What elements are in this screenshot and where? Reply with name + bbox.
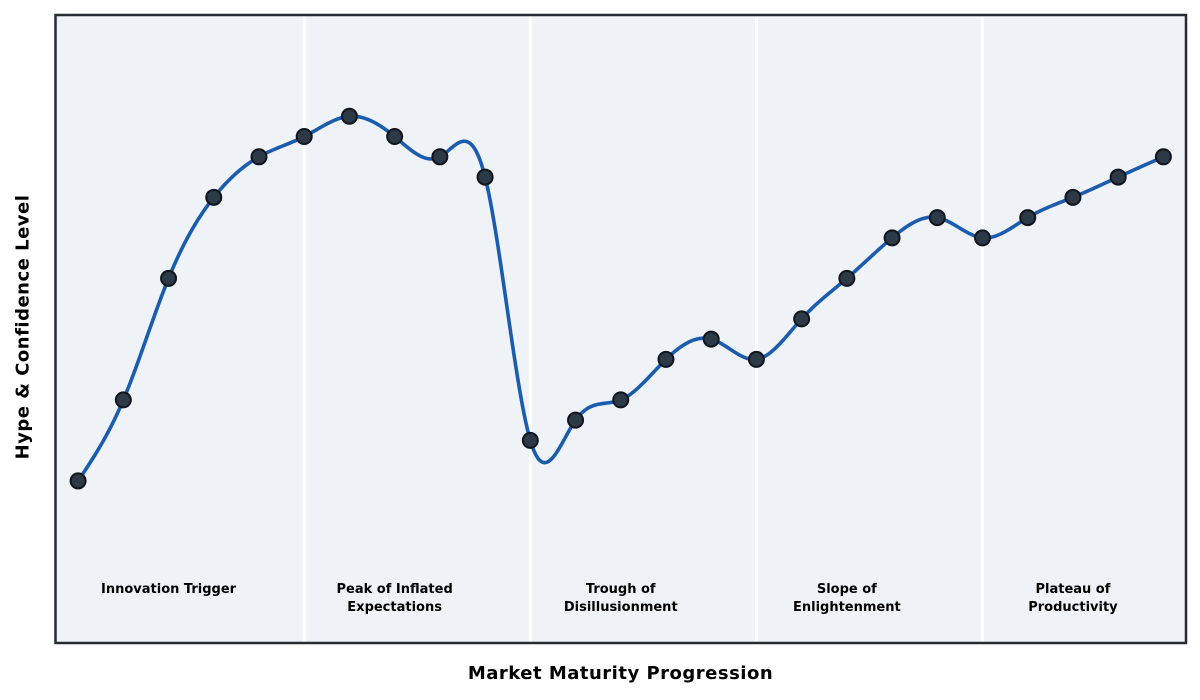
data-point-marker <box>974 229 992 247</box>
phase-label-innovation-trigger: Innovation Trigger <box>101 582 237 597</box>
data-point-marker <box>114 391 132 409</box>
data-point-marker <box>928 209 946 227</box>
data-point-marker <box>69 472 87 490</box>
data-point-marker <box>1064 188 1082 206</box>
data-point-marker <box>250 148 268 166</box>
data-point-marker <box>838 269 856 287</box>
data-point-marker <box>657 350 675 368</box>
phase-label-plateau-of-productivity: Plateau of Productivity <box>1028 582 1118 615</box>
plot-area <box>55 15 1186 643</box>
plot-frame <box>54 13 1188 645</box>
data-point-marker <box>1109 168 1127 186</box>
data-point-marker <box>612 391 630 409</box>
data-point-marker <box>476 168 494 186</box>
phase-label-peak-of-inflated-expectations: Peak of Inflated Expectations <box>336 582 453 615</box>
data-point-marker <box>567 411 585 429</box>
data-point-marker <box>340 107 358 125</box>
data-point-marker <box>160 269 178 287</box>
data-point-marker <box>1019 209 1037 227</box>
data-point-marker <box>702 330 720 348</box>
y-axis-label: Hype & Confidence Level <box>12 194 34 460</box>
data-point-marker <box>1154 148 1172 166</box>
phase-label-slope-of-enlightenment: Slope of Enlightenment <box>792 582 901 615</box>
data-point-marker <box>386 128 404 146</box>
data-point-marker <box>521 431 539 449</box>
data-point-marker <box>793 310 811 328</box>
data-point-marker <box>747 350 765 368</box>
phase-label-trough-of-disillusionment: Trough of Disillusionment <box>563 582 678 615</box>
x-axis-label: Market Maturity Progression <box>467 663 774 684</box>
data-point-marker <box>883 229 901 247</box>
data-point-marker <box>295 128 313 146</box>
data-point-marker <box>431 148 449 166</box>
data-point-marker <box>205 188 223 206</box>
